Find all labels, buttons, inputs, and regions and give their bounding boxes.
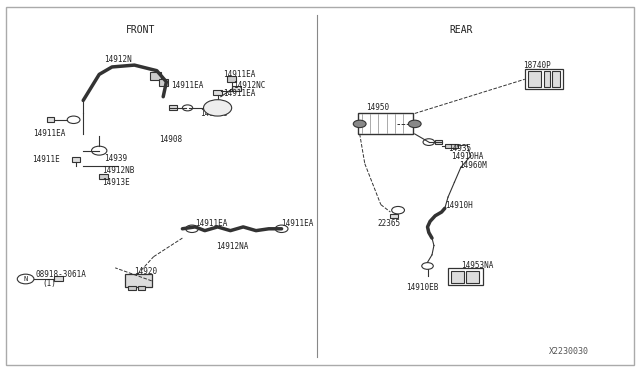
Bar bbox=[150, 72, 161, 80]
Text: N: N bbox=[24, 276, 28, 282]
Text: 14911EA: 14911EA bbox=[282, 219, 314, 228]
Text: 14960M: 14960M bbox=[460, 161, 487, 170]
Bar bbox=[138, 286, 145, 290]
Text: 08918-3061A: 08918-3061A bbox=[35, 270, 86, 279]
Text: FRONT: FRONT bbox=[126, 25, 156, 35]
Text: REAR: REAR bbox=[449, 25, 472, 35]
Text: 14911EA: 14911EA bbox=[223, 70, 255, 79]
Text: 14912NA: 14912NA bbox=[216, 242, 249, 251]
Text: 18740P: 18740P bbox=[524, 61, 551, 70]
Text: 14910HA: 14910HA bbox=[451, 153, 484, 161]
Bar bbox=[544, 71, 550, 87]
Text: 14911EA: 14911EA bbox=[172, 81, 204, 90]
Circle shape bbox=[353, 120, 366, 128]
Bar bbox=[128, 286, 136, 290]
Text: X2230030: X2230030 bbox=[549, 347, 589, 356]
Bar bbox=[358, 113, 413, 134]
Bar bbox=[99, 174, 108, 179]
Text: 14911E: 14911E bbox=[32, 155, 60, 164]
Text: 14912NC: 14912NC bbox=[234, 81, 266, 90]
Text: 14953NA: 14953NA bbox=[461, 262, 493, 270]
Text: (1): (1) bbox=[42, 279, 56, 288]
Bar bbox=[47, 117, 54, 122]
Bar bbox=[232, 86, 241, 91]
Bar bbox=[451, 271, 464, 283]
Bar bbox=[525, 69, 563, 89]
Text: 14911EA: 14911EA bbox=[195, 219, 228, 228]
Bar bbox=[528, 71, 541, 87]
Bar bbox=[159, 79, 168, 86]
Bar bbox=[552, 71, 560, 87]
Text: 14911EA: 14911EA bbox=[33, 129, 66, 138]
Bar bbox=[445, 144, 458, 148]
Text: 14913E: 14913E bbox=[102, 178, 130, 187]
Text: 14908: 14908 bbox=[159, 135, 182, 144]
Text: 22365: 22365 bbox=[378, 219, 401, 228]
Bar bbox=[390, 214, 398, 218]
Circle shape bbox=[204, 100, 232, 116]
Bar bbox=[213, 90, 222, 95]
Bar bbox=[169, 105, 177, 110]
Text: 14910EB: 14910EB bbox=[406, 283, 439, 292]
Text: 14950: 14950 bbox=[366, 103, 389, 112]
Text: 14911EA: 14911EA bbox=[223, 89, 255, 98]
Bar bbox=[435, 140, 442, 144]
Text: 14920: 14920 bbox=[134, 267, 157, 276]
Text: 14939: 14939 bbox=[104, 154, 127, 163]
Bar bbox=[125, 274, 152, 287]
Bar bbox=[54, 276, 63, 281]
Bar bbox=[448, 268, 483, 285]
Text: 14958U: 14958U bbox=[200, 109, 228, 118]
Circle shape bbox=[408, 120, 421, 128]
Text: 14912NB: 14912NB bbox=[102, 166, 135, 175]
Text: 14910H: 14910H bbox=[445, 201, 472, 210]
Bar bbox=[466, 271, 479, 283]
Text: 14912N: 14912N bbox=[104, 55, 132, 64]
Text: 14935: 14935 bbox=[448, 144, 471, 153]
Bar bbox=[227, 76, 236, 82]
Bar bbox=[72, 157, 80, 162]
